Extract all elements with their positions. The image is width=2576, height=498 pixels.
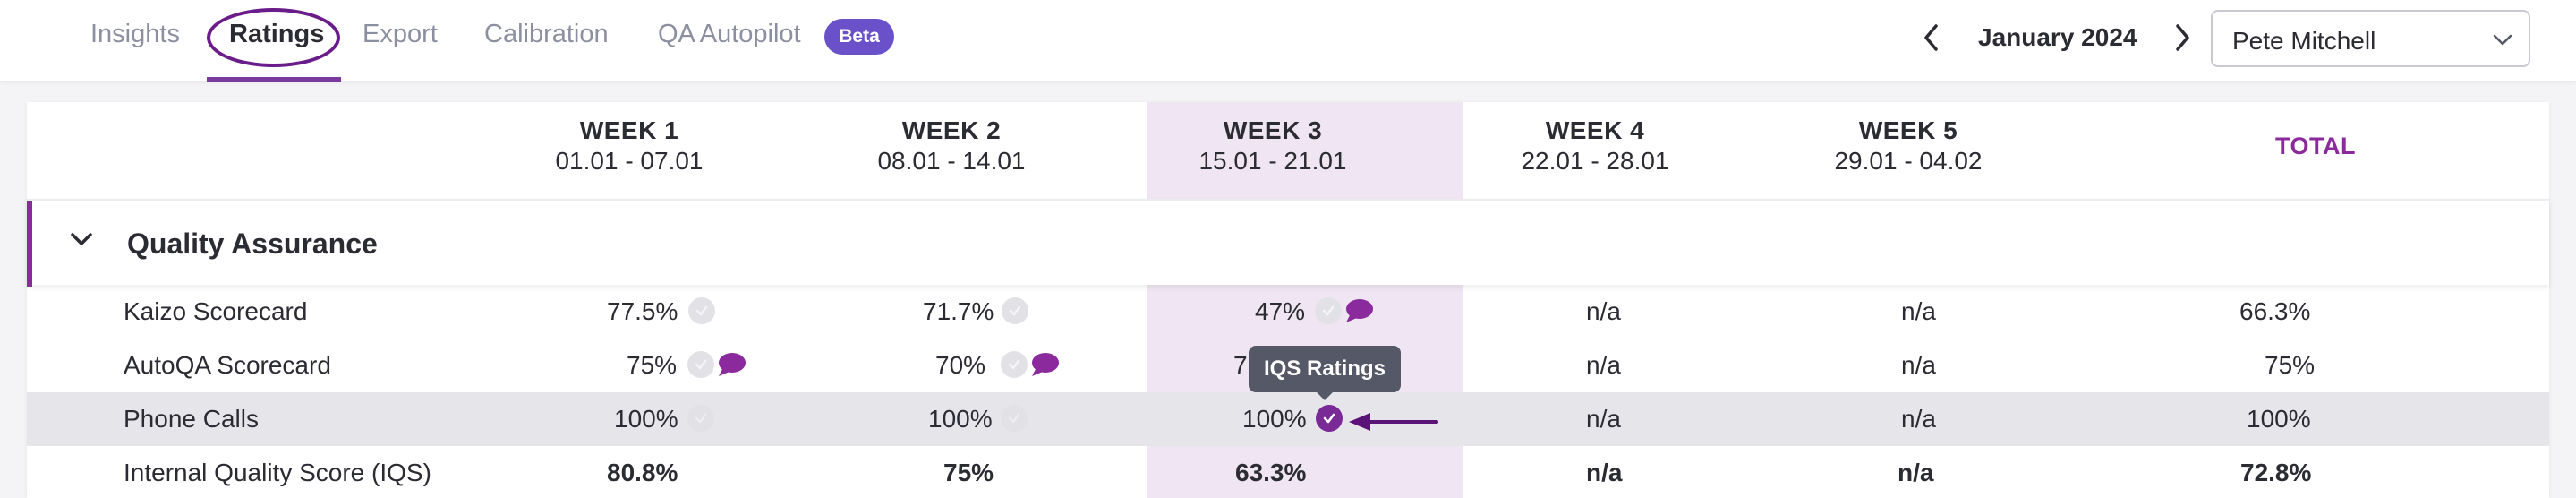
top-navigation: Insights Ratings Export Calibration QA A… — [0, 0, 2576, 82]
current-month-label: January 2024 — [1978, 23, 2137, 51]
user-select[interactable]: Pete Mitchell — [2211, 10, 2530, 67]
row-name: Internal Quality Score (IQS) — [124, 459, 431, 486]
cell-week-3: 47% — [1255, 297, 1306, 325]
chevron-right-icon — [2176, 24, 2189, 51]
check-icon[interactable] — [1001, 405, 1028, 432]
check-icon[interactable] — [1315, 297, 1342, 324]
check-icon[interactable] — [687, 405, 714, 432]
week-1-label: WEEK 1 — [579, 116, 679, 144]
week-2-header: WEEK 2 08.01 - 14.01 — [826, 116, 1077, 176]
tab-qa-autopilot[interactable]: QA Autopilot — [658, 20, 801, 48]
cell-week-4: n/a — [1586, 297, 1621, 325]
previous-month-button[interactable] — [1914, 18, 1949, 57]
check-icon[interactable] — [688, 297, 715, 324]
row-name: Kaizo Scorecard — [124, 297, 308, 325]
cell-total: 66.3% — [2239, 297, 2311, 325]
check-icon[interactable] — [1001, 351, 1028, 378]
table-header: WEEK 1 01.01 - 07.01 WEEK 2 08.01 - 14.0… — [27, 102, 2549, 188]
cell-week-2: 71.7% — [923, 297, 994, 325]
arrow-left-icon — [1349, 413, 1438, 431]
active-tab-highlight-circle — [207, 8, 340, 67]
tab-export[interactable]: Export — [363, 20, 438, 48]
table-row: Kaizo Scorecard — [27, 285, 2549, 339]
cell-week-5: n/a — [1901, 297, 1936, 325]
comment-icon[interactable] — [1344, 297, 1375, 324]
check-icon[interactable] — [1316, 405, 1343, 432]
active-tab-underline — [207, 77, 341, 82]
user-select-value: Pete Mitchell — [2232, 27, 2376, 55]
cell-week-3: 63.3% — [1235, 459, 1307, 486]
week-5-dates: 29.01 - 04.02 — [1834, 147, 1983, 175]
cell-total: 100% — [2247, 405, 2311, 433]
next-month-button[interactable] — [2164, 18, 2200, 57]
tab-calibration[interactable]: Calibration — [484, 20, 609, 48]
table-row: Phone Calls — [27, 392, 2549, 446]
week-4-header: WEEK 4 22.01 - 28.01 — [1470, 116, 1720, 176]
section-title: Quality Assurance — [127, 228, 378, 260]
cell-week-2: 75% — [943, 459, 994, 486]
cell-week-5: n/a — [1898, 459, 1934, 486]
cell-week-1: 77.5% — [607, 297, 678, 325]
week-2-dates: 08.01 - 14.01 — [877, 147, 1026, 175]
week-5-header: WEEK 5 29.01 - 04.02 — [1783, 116, 2034, 176]
cell-week-4: n/a — [1586, 405, 1621, 433]
comment-icon[interactable] — [1030, 351, 1061, 378]
cell-week-4: n/a — [1586, 351, 1621, 379]
row-name: Phone Calls — [124, 405, 259, 433]
table-row: AutoQA Scorecard — [27, 339, 2549, 392]
comment-icon[interactable] — [717, 351, 747, 378]
quality-assurance-section-header[interactable]: Quality Assurance — [27, 199, 2549, 287]
cell-total: 72.8% — [2240, 459, 2312, 486]
chevron-down-icon[interactable] — [66, 224, 97, 254]
week-2-label: WEEK 2 — [901, 116, 1002, 144]
total-header: TOTAL — [2275, 133, 2356, 159]
cell-week-5: n/a — [1901, 351, 1936, 379]
week-1-dates: 01.01 - 07.01 — [555, 147, 704, 175]
week-1-header: WEEK 1 01.01 - 07.01 — [504, 116, 755, 176]
week-3-label: WEEK 3 — [1223, 116, 1323, 144]
chevron-down-icon — [2493, 34, 2512, 46]
week-4-label: WEEK 4 — [1545, 116, 1645, 144]
week-4-dates: 22.01 - 28.01 — [1521, 147, 1669, 175]
cell-week-2: 70% — [935, 351, 986, 379]
tooltip-tail — [1316, 391, 1334, 400]
table-row: Internal Quality Score (IQS) — [27, 446, 2549, 498]
check-icon[interactable] — [687, 351, 714, 378]
week-3-dates: 15.01 - 21.01 — [1198, 147, 1347, 175]
cell-week-1: 100% — [614, 405, 678, 433]
week-5-label: WEEK 5 — [1858, 116, 1958, 144]
beta-badge: Beta — [824, 19, 894, 55]
week-3-header: WEEK 3 15.01 - 21.01 — [1147, 116, 1398, 176]
tab-insights[interactable]: Insights — [90, 20, 180, 48]
check-icon[interactable] — [1002, 297, 1028, 324]
cell-week-5: n/a — [1901, 405, 1936, 433]
cell-week-3: 100% — [1242, 405, 1307, 433]
row-name: AutoQA Scorecard — [124, 351, 331, 379]
cell-week-1: 75% — [627, 351, 678, 379]
cell-week-1: 80.8% — [607, 459, 678, 486]
cell-week-3: 7 — [1233, 351, 1248, 379]
cell-total: 75% — [2265, 351, 2316, 379]
cell-week-2: 100% — [928, 405, 993, 433]
iqs-ratings-tooltip: IQS Ratings — [1249, 346, 1401, 392]
cell-week-4: n/a — [1586, 459, 1623, 486]
section-accent-bar — [27, 201, 32, 287]
chevron-left-icon — [1924, 24, 1938, 51]
